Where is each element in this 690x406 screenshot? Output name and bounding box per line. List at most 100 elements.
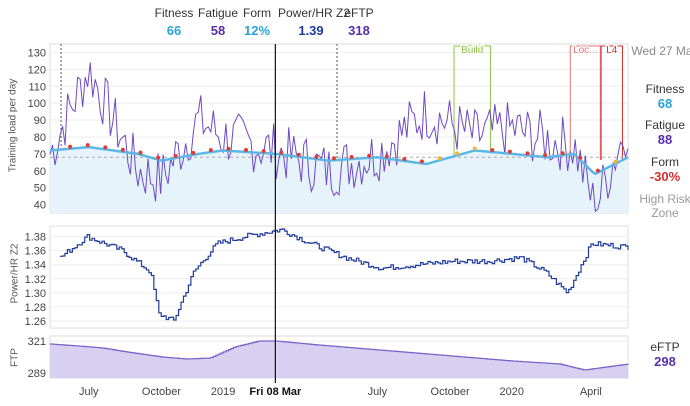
y-tick-label-2: 1.28 xyxy=(25,302,46,314)
phase-box-1 xyxy=(453,45,491,160)
side-eftp-value: 298 xyxy=(654,354,676,369)
y-tick-label-1: 80 xyxy=(34,132,46,144)
highlight-dot xyxy=(525,151,530,156)
highlight-dot xyxy=(613,159,618,164)
highlight-dot xyxy=(331,156,336,161)
y-axis-label-ftp: FTP xyxy=(9,348,21,367)
x-tick-label: 2020 xyxy=(499,386,525,398)
highlight-dot xyxy=(226,146,231,151)
header-form: Form 12% xyxy=(237,6,277,38)
x-tick-label: July xyxy=(78,386,99,398)
highlight-dot xyxy=(85,143,90,148)
y-tick-label-1: 100 xyxy=(28,98,46,110)
highlight-dot xyxy=(191,150,196,155)
y-tick-label-2: 1.32 xyxy=(25,274,46,286)
x-tick-label: October xyxy=(141,386,182,398)
header-eftp-value: 318 xyxy=(348,23,370,38)
highlight-dot xyxy=(68,144,73,149)
side-fitness: Fitness 68 xyxy=(630,82,690,111)
y-tick-label-2: 1.36 xyxy=(25,246,46,258)
y-tick-label-1: 60 xyxy=(34,166,46,178)
header-fitness-value: 66 xyxy=(166,23,182,38)
y-tick-label-1: 120 xyxy=(28,64,46,76)
highlight-dot xyxy=(595,168,600,173)
highlight-dot xyxy=(437,156,442,161)
side-date-text: Wed 27 May xyxy=(631,44,690,58)
highlight-dot xyxy=(490,148,495,153)
y-axis-label-load: Training load per day xyxy=(7,78,19,173)
y-tick-label-2: 1.34 xyxy=(25,260,46,272)
side-zone-text: High Risk Zone xyxy=(639,192,690,220)
highlight-dot xyxy=(296,152,301,157)
side-eftp: eFTP 298 xyxy=(630,340,690,369)
form-area xyxy=(50,147,628,213)
side-fitness-label: Fitness xyxy=(645,82,685,96)
phase-box-2 xyxy=(569,45,601,160)
highlight-dot xyxy=(314,155,319,160)
phase-box-3 xyxy=(600,45,623,160)
series-line-eftp xyxy=(50,340,629,371)
y-tick-label-3: 289 xyxy=(28,368,46,380)
side-fatigue-label: Fatigue xyxy=(644,118,686,132)
header-fitness-label: Fitness xyxy=(154,6,194,20)
highlight-dot xyxy=(261,149,266,154)
y-axis-label-powerhr: Power/HR Z2 xyxy=(9,243,21,304)
highlight-dot xyxy=(120,147,125,152)
y-tick-label-1: 130 xyxy=(28,47,46,59)
highlight-dot xyxy=(103,145,108,150)
highlight-dot xyxy=(578,155,583,160)
highlight-dot xyxy=(349,155,354,160)
header-fatigue-value: 58 xyxy=(210,23,226,38)
panel-frame-2 xyxy=(49,225,629,329)
y-tick-label-2: 1.30 xyxy=(25,288,46,300)
header-powerhr-value: 1.39 xyxy=(298,23,324,38)
highlight-dot xyxy=(560,151,565,156)
highlight-dot xyxy=(367,153,372,158)
series-line-fatigue xyxy=(49,62,629,213)
side-fatigue: Fatigue 88 xyxy=(630,118,690,147)
y-tick-label-1: 50 xyxy=(34,183,46,195)
header-eftp-label: eFTP xyxy=(344,6,374,20)
header-powerhr: Power/HR Z2 1.39 xyxy=(278,6,351,38)
y-tick-label-2: 1.26 xyxy=(25,316,46,328)
series-line-power-hr xyxy=(60,228,629,321)
header-eftp: eFTP 318 xyxy=(343,6,375,38)
highlight-dot xyxy=(455,151,460,156)
side-fitness-value: 68 xyxy=(657,96,673,111)
highlight-dot xyxy=(156,155,161,160)
header-fatigue-label: Fatigue xyxy=(197,6,239,20)
highlight-dot xyxy=(208,148,213,153)
header-form-value: 12% xyxy=(243,23,271,38)
y-tick-label-3: 321 xyxy=(28,336,46,348)
side-date: Wed 27 May xyxy=(630,44,690,58)
header-fitness: Fitness 66 xyxy=(150,6,198,38)
highlight-dot xyxy=(472,146,477,151)
highlight-dot xyxy=(244,147,249,152)
highlight-dot xyxy=(543,153,548,158)
x-tick-label: 2019 xyxy=(210,386,236,398)
header-form-label: Form xyxy=(243,6,271,20)
side-fatigue-value: 88 xyxy=(657,132,673,147)
side-form: Form -30% xyxy=(630,155,690,184)
y-tick-label-1: 40 xyxy=(34,200,46,212)
highlight-dot xyxy=(384,154,389,159)
x-tick-label: July xyxy=(367,386,388,398)
side-eftp-label: eFTP xyxy=(650,340,680,354)
y-tick-label-1: 70 xyxy=(34,149,46,161)
side-zone: High Risk Zone xyxy=(630,192,690,220)
y-tick-label-1: 90 xyxy=(34,115,46,127)
highlight-dot xyxy=(173,154,178,159)
phase-label-1: Build xyxy=(461,45,483,56)
header-powerhr-label: Power/HR Z2 xyxy=(278,6,351,20)
x-tick-label: October xyxy=(430,386,470,398)
side-form-label: Form xyxy=(651,155,679,169)
series-line-fitness xyxy=(49,145,629,176)
highlight-dot xyxy=(419,159,424,164)
y-tick-label-2: 1.38 xyxy=(25,232,46,244)
x-tick-label: April xyxy=(579,386,602,398)
x-tick-label: Fri 08 Mar xyxy=(249,386,302,398)
phase-label-3: L4 xyxy=(606,45,618,56)
header-fatigue: Fatigue 58 xyxy=(196,6,240,38)
phase-label-2: Loc... xyxy=(573,45,597,56)
